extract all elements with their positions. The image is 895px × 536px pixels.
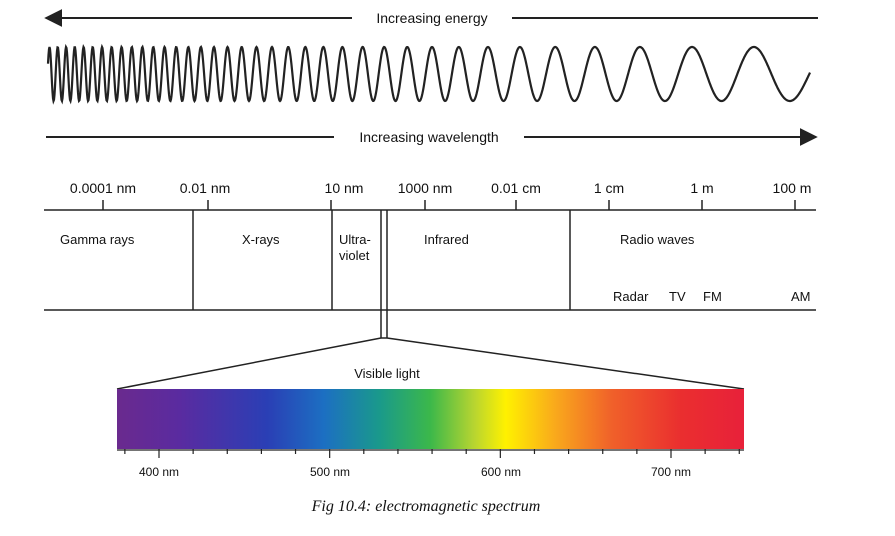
band-tv: TV — [669, 289, 686, 304]
scale-tick-label: 100 m — [773, 180, 812, 196]
figure-caption: Fig 10.4: electromagnetic spectrum — [311, 498, 541, 515]
visible-tick-label: 400 nm — [139, 465, 179, 479]
scale-tick-label: 0.01 cm — [491, 180, 541, 196]
region-table — [44, 209, 816, 390]
scale-tick-label: 0.0001 nm — [70, 180, 136, 196]
visible-fan-left — [116, 337, 382, 390]
scale-tick-label: 10 nm — [325, 180, 364, 196]
wavelength-scale: 0.0001 nm 0.01 nm 10 nm 1000 nm 0.01 cm … — [70, 180, 812, 210]
visible-fan-right — [386, 337, 745, 390]
scale-tick-label: 0.01 nm — [180, 180, 231, 196]
scale-tick-label: 1 cm — [594, 180, 624, 196]
region-gamma-rays: Gamma rays — [60, 232, 135, 247]
region-ultraviolet-line1: Ultra- — [339, 232, 371, 247]
region-x-rays: X-rays — [242, 232, 280, 247]
energy-arrow-label: Increasing energy — [376, 10, 487, 26]
region-infrared: Infrared — [424, 232, 469, 247]
region-radio-waves: Radio waves — [620, 232, 695, 247]
band-am: AM — [791, 289, 811, 304]
band-radar: Radar — [613, 289, 649, 304]
wavelength-arrow-label: Increasing wavelength — [359, 129, 498, 145]
visible-light-label: Visible light — [354, 366, 420, 381]
visible-tick-label: 700 nm — [651, 465, 691, 479]
energy-arrow: Increasing energy — [44, 9, 818, 27]
visible-tick-label: 600 nm — [481, 465, 521, 479]
wave-graphic — [46, 43, 812, 105]
region-ultraviolet-line2: violet — [339, 248, 370, 263]
wavelength-arrow: Increasing wavelength — [46, 128, 818, 146]
scale-tick-label: 1000 nm — [398, 180, 452, 196]
scale-tick-label: 1 m — [690, 180, 713, 196]
visible-scale — [117, 449, 744, 458]
visible-tick-label: 500 nm — [310, 465, 350, 479]
visible-spectrum-bar — [117, 389, 744, 449]
band-fm: FM — [703, 289, 722, 304]
